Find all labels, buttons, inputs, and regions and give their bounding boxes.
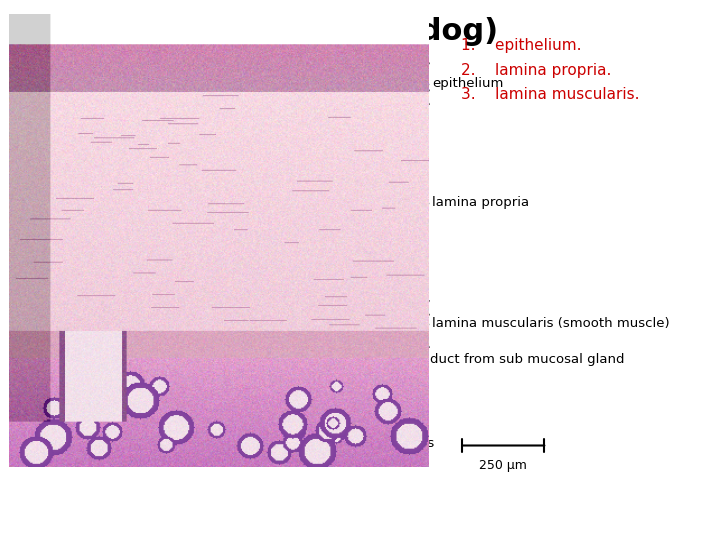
- Text: epithelium: epithelium: [432, 77, 503, 90]
- Text: How is the: How is the: [11, 54, 96, 69]
- Text: sub mucosal glands: sub mucosal glands: [302, 437, 435, 450]
- Text: 2.    lamina propria.: 2. lamina propria.: [461, 63, 611, 78]
- Text: SLIDE 28 Oesophagus  (dog): SLIDE 28 Oesophagus (dog): [11, 17, 498, 46]
- Text: The mucosal layer consists of :: The mucosal layer consists of :: [176, 81, 413, 96]
- Text: mucosal layer: mucosal layer: [96, 54, 204, 69]
- Text: 1.    epithelium.: 1. epithelium.: [461, 38, 581, 53]
- Text: subdivided further?: subdivided further?: [204, 54, 358, 69]
- Text: lamina muscularis (smooth muscle): lamina muscularis (smooth muscle): [432, 318, 670, 330]
- Text: 250 μm: 250 μm: [480, 459, 527, 472]
- Text: lamina propria: lamina propria: [432, 196, 529, 209]
- Text: duct from sub mucosal gland: duct from sub mucosal gland: [430, 353, 624, 366]
- Text: 3.    lamina muscularis.: 3. lamina muscularis.: [461, 87, 639, 103]
